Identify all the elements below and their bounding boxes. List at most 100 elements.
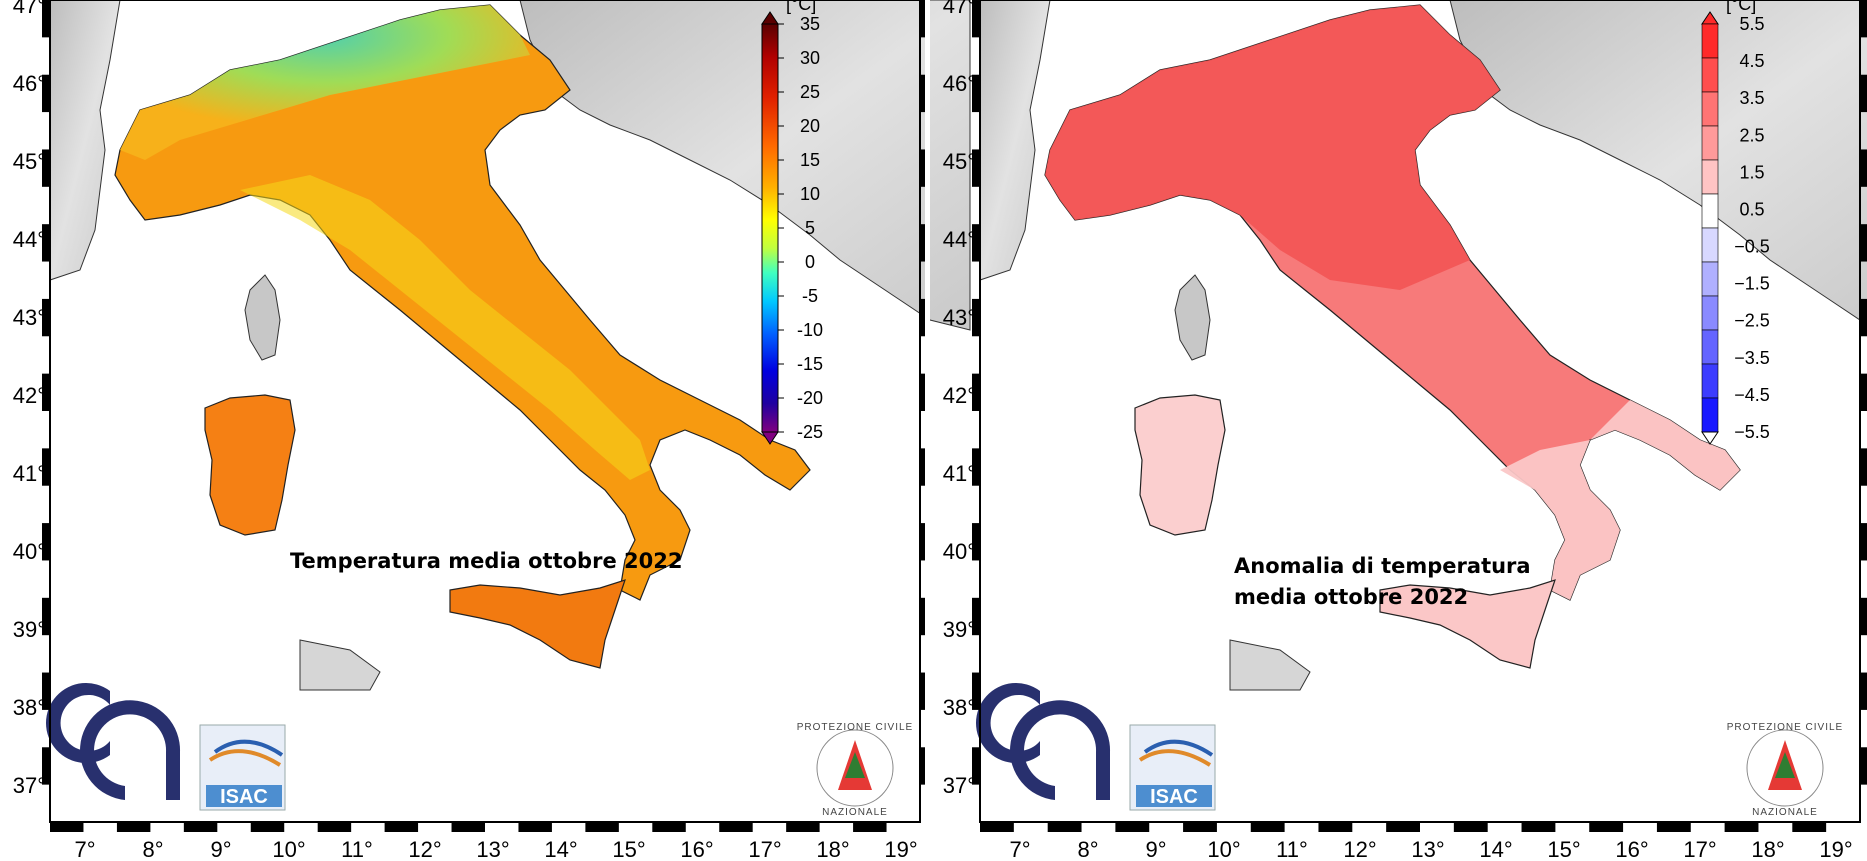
longitude-label: 11° — [1276, 837, 1308, 861]
longitude-label: 18° — [1751, 837, 1784, 861]
colorbar-tick-label: 2.5 — [1739, 125, 1764, 145]
longitude-label: 9° — [1145, 837, 1166, 861]
latitude-label: 41° — [943, 461, 976, 486]
frame-tick — [786, 822, 820, 832]
frame-tick — [42, 597, 50, 636]
frame-tick — [652, 822, 686, 832]
frame-tick — [585, 822, 619, 832]
latitude-label: 43° — [13, 305, 46, 330]
longitude-label: 10° — [272, 837, 305, 861]
frame-tick — [1724, 822, 1759, 832]
frame-tick — [1860, 747, 1867, 785]
isac-logo: ISAC — [199, 724, 286, 811]
colorbar-tick-label: 20 — [800, 116, 820, 136]
map-title-line: Temperatura media ottobre 2022 — [290, 549, 682, 573]
latitude-label: 47° — [13, 0, 46, 18]
latitude-labels: 47° 46° 45° 44° 43° 42° 41° 40° 39° 38° 37° — [13, 0, 46, 798]
colorbar-tick-label: 35 — [800, 14, 820, 34]
frame-tick — [920, 373, 928, 411]
latitude-label: 40° — [13, 539, 46, 564]
latitude-label: 38° — [13, 695, 46, 720]
colorbar-tick-label: −4.5 — [1734, 385, 1770, 405]
colorbar-tick-label: −3.5 — [1734, 348, 1770, 368]
map-content — [979, 0, 1867, 691]
latitude-label: 37° — [943, 773, 976, 798]
frame-tick — [1860, 298, 1867, 337]
north-anomaly-zone — [1045, 5, 1500, 290]
colorbar-band — [1701, 91, 1719, 127]
protezione-civile-logo: PROTEZIONE CIVILE NAZIONALE — [1727, 722, 1843, 818]
longitude-label: 16° — [680, 837, 713, 861]
longitude-labels: 7° 8° 9° 10° 11° 12° 13° 14° 15° 16° 17° 18° 19° — [74, 837, 917, 861]
colorbar-band — [1701, 227, 1719, 263]
temperature-map-panel: [°C] 35 30 25 20 15 10 5 0 -5 -10 -15 -20 -25 Temper… — [13, 0, 971, 861]
frame-tick — [1860, 672, 1867, 710]
frame-tick — [1656, 822, 1691, 832]
colorbar-band — [1701, 193, 1719, 229]
frame-tick — [1860, 448, 1867, 486]
colorbar-band — [1701, 363, 1719, 399]
anomaly-colorbar: [°C] 5.5 4.5 3.5 2.5 1.5 0.5 −0.5 −1.5 −2.5 −3.5 −… — [1701, 0, 1770, 445]
frame-tick — [42, 747, 50, 785]
colorbar-tick-label: 0 — [805, 252, 815, 272]
colorbar-tick-label: 5 — [805, 218, 815, 238]
frame-tick — [972, 597, 980, 636]
longitude-label: 13° — [1411, 837, 1444, 861]
frame-tick — [116, 822, 151, 832]
isac-logo-text: ISAC — [1150, 786, 1198, 808]
map-title-line-2: media ottobre 2022 — [1234, 585, 1468, 609]
anomaly-map-panel: [°C] 5.5 4.5 3.5 2.5 1.5 0.5 −0.5 −1.5 −2.5 −3.5 −… — [943, 0, 1867, 861]
colorbar-band — [1701, 23, 1719, 59]
colorbar-tick-label: 4.5 — [1739, 51, 1764, 71]
frame-tick — [972, 224, 980, 262]
south-anomaly-zone — [1500, 400, 1740, 600]
frame-tick — [42, 74, 50, 113]
cnr-logo — [46, 683, 181, 800]
nazionale-text: NAZIONALE — [822, 807, 888, 818]
latitude-label: 40° — [943, 539, 976, 564]
frame-tick — [1860, 0, 1867, 38]
latitude-labels: 47° 46° 45° 44° 43° 42° 41° 40° 39° 38° 37° — [943, 0, 976, 798]
colorbar-tick-label: -5 — [802, 286, 818, 306]
longitude-label: 11° — [341, 837, 373, 861]
latitude-label: 38° — [943, 695, 976, 720]
protezione-civile-text: PROTEZIONE CIVILE — [1727, 722, 1843, 733]
latitude-label: 39° — [943, 617, 976, 642]
frame-tick — [920, 74, 928, 113]
frame-tick — [972, 448, 980, 486]
longitude-label: 15° — [1547, 837, 1580, 861]
frame-tick — [250, 822, 285, 832]
colorbar-tick-label: 25 — [800, 82, 820, 102]
frame-tick — [1860, 523, 1867, 561]
colorbar-tick-label: −0.5 — [1734, 237, 1770, 257]
frame-tick — [518, 822, 552, 832]
frame-tick — [1115, 822, 1150, 832]
frame-tick — [451, 822, 485, 832]
longitude-label: 8° — [142, 837, 163, 861]
frame-tick — [920, 0, 928, 38]
temperature-colorbar: [°C] 35 30 25 20 15 10 5 0 -5 -10 -15 -20 -25 — [761, 0, 823, 445]
isac-logo-text: ISAC — [220, 786, 268, 808]
longitude-label: 9° — [210, 837, 231, 861]
frame-tick — [1183, 822, 1217, 832]
protezione-civile-logo: PROTEZIONE CIVILE NAZIONALE — [797, 722, 912, 818]
frame-tick — [42, 149, 50, 187]
colorbar-unit-label: [°C] — [786, 0, 816, 14]
frame-tick — [42, 298, 50, 337]
latitude-label: 44° — [943, 227, 976, 252]
frame-tick — [50, 822, 84, 832]
latitude-label: 39° — [13, 617, 46, 642]
frame-tick — [42, 0, 50, 38]
latitude-label: 42° — [13, 383, 46, 408]
colorbar-tick-label: 0.5 — [1739, 199, 1764, 219]
longitude-label: 15° — [612, 837, 645, 861]
longitude-label: 14° — [1479, 837, 1512, 861]
frame-tick — [42, 672, 50, 710]
frame-tick — [384, 822, 419, 832]
isac-logo: ISAC — [1129, 724, 1216, 811]
frame-tick — [920, 224, 928, 262]
latitude-label: 42° — [943, 383, 976, 408]
apennines-zone — [240, 175, 650, 480]
latitude-label: 37° — [13, 773, 46, 798]
